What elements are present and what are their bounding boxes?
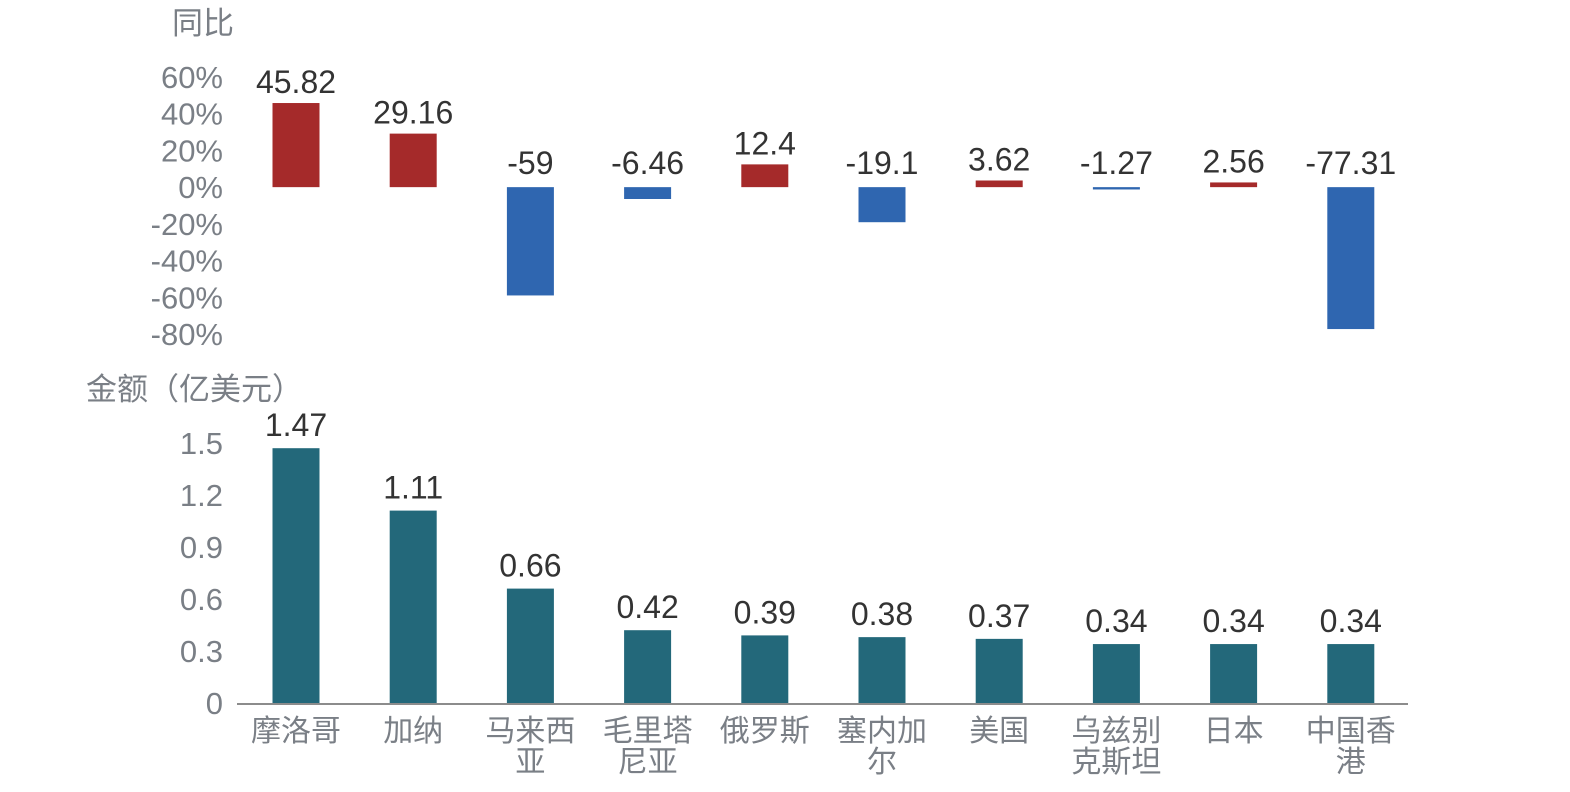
amount-value-label: 1.11: [383, 470, 443, 506]
amount-value-labels: 1.47 1.11 0.66 0.42 0.39 0.38 0.37 0.34 0.34 0.34: [265, 407, 1382, 639]
amount-y-tick-label: 0.6: [180, 582, 223, 617]
x-category-label: 尼亚: [618, 746, 678, 779]
yoy-bar: [624, 187, 672, 200]
yoy-y-tick-label: -40%: [151, 244, 223, 279]
yoy-value-label: 29.16: [373, 95, 453, 131]
amount-bars: [272, 448, 1375, 703]
amount-value-label: 0.38: [851, 596, 913, 632]
yoy-bar: [975, 180, 1023, 188]
amount-bar: [272, 448, 320, 703]
x-category-label: 尔: [867, 746, 897, 779]
amount-bar: [1092, 644, 1140, 703]
yoy-y-tick-label: 40%: [161, 97, 223, 132]
amount-bar: [858, 637, 906, 703]
amount-y-tick-label: 0.3: [180, 634, 223, 669]
amount-value-label: 0.34: [1320, 603, 1382, 639]
yoy-bar: [1327, 187, 1375, 330]
amount-value-label: 0.66: [499, 548, 561, 584]
amount-axis-title: 金额（亿美元）: [86, 372, 303, 407]
yoy-value-label: -19.1: [846, 145, 919, 181]
amount-value-label: 0.39: [734, 594, 796, 630]
amount-value-label: 0.34: [1202, 603, 1264, 639]
yoy-axis-title: 同比: [172, 6, 234, 41]
amount-bar: [389, 510, 437, 703]
yoy-bar: [506, 187, 554, 296]
yoy-y-tick-label: 0%: [178, 170, 223, 205]
yoy-bar: [1210, 182, 1258, 188]
x-category-label: 塞内加: [837, 715, 927, 748]
amount-y-tick-label: 1.2: [180, 478, 223, 513]
x-category-label: 日本: [1204, 715, 1264, 748]
amount-value-label: 0.37: [968, 598, 1030, 634]
amount-bar: [1210, 644, 1258, 703]
yoy-value-label: -1.27: [1080, 145, 1153, 181]
yoy-value-label: -77.31: [1305, 145, 1396, 181]
amount-y-ticks: 1.5 1.2 0.9 0.6 0.3 0: [180, 426, 223, 721]
yoy-value-label: 3.62: [968, 141, 1030, 177]
yoy-value-label: -6.46: [611, 145, 684, 181]
amount-value-label: 0.42: [616, 589, 678, 625]
yoy-bar: [741, 164, 789, 188]
x-category-label: 毛里塔: [603, 715, 693, 748]
yoy-value-label: 12.4: [734, 125, 796, 161]
x-category-label: 乌兹别: [1071, 715, 1161, 748]
amount-bar: [506, 588, 554, 703]
amount-value-label: 0.34: [1085, 603, 1147, 639]
yoy-value-labels: 45.82 29.16 -59 -6.46 12.4 -19.1 3.62 -1.27 2.56…: [256, 64, 1396, 181]
amount-bar: [975, 638, 1023, 703]
yoy-bar: [389, 133, 437, 188]
amount-bar: [1327, 644, 1375, 703]
amount-value-label: 1.47: [265, 407, 327, 443]
yoy-panel: 同比 60%40%20%0%-20%-40%-60%-80% 45.82 29.1…: [151, 6, 1397, 352]
amount-y-tick-label: 0.9: [180, 530, 223, 565]
yoy-value-label: -59: [507, 145, 553, 181]
yoy-value-label: 2.56: [1202, 143, 1264, 179]
yoy-y-tick-label: -80%: [151, 317, 223, 352]
yoy-bar: [272, 103, 320, 188]
x-category-label: 加纳: [383, 715, 443, 748]
amount-y-tick-label: 0: [206, 686, 223, 721]
yoy-bar: [1092, 187, 1140, 190]
amount-panel: 金额（亿美元） 1.5 1.2 0.9 0.6 0.3 0 1.47 1.11 0.66 0.4…: [86, 372, 1408, 779]
x-category-label: 克斯坦: [1071, 746, 1161, 779]
x-category-label: 美国: [969, 715, 1029, 748]
yoy-bars: [272, 103, 1375, 330]
x-category-label: 港: [1336, 746, 1366, 779]
x-category-label: 亚: [515, 746, 545, 779]
x-category-label: 中国香: [1306, 715, 1396, 748]
amount-bar: [741, 635, 789, 703]
yoy-bar: [858, 187, 906, 223]
yoy-y-tick-label: -60%: [151, 280, 223, 315]
x-category-label: 马来西: [485, 715, 575, 748]
amount-y-tick-label: 1.5: [180, 426, 223, 461]
amount-bar: [624, 630, 672, 703]
yoy-y-tick-label: 20%: [161, 133, 223, 168]
yoy-value-label: 45.82: [256, 64, 336, 100]
yoy-y-tick-label: -20%: [151, 207, 223, 242]
x-category-label: 俄罗斯: [720, 715, 810, 748]
yoy-y-tick-label: 60%: [161, 60, 223, 95]
yoy-y-ticks: 60%40%20%0%-20%-40%-60%-80%: [151, 60, 223, 352]
x-category-label: 摩洛哥: [251, 715, 341, 748]
